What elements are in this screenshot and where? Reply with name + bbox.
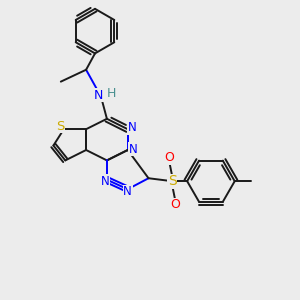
Text: N: N [129, 143, 137, 156]
Text: S: S [56, 120, 64, 133]
Text: S: S [168, 174, 177, 188]
Text: H: H [107, 87, 116, 100]
Text: N: N [101, 175, 110, 188]
Text: N: N [128, 121, 136, 134]
Text: N: N [123, 185, 132, 198]
Text: N: N [94, 88, 103, 101]
Text: O: O [170, 199, 180, 212]
Text: O: O [164, 151, 174, 164]
